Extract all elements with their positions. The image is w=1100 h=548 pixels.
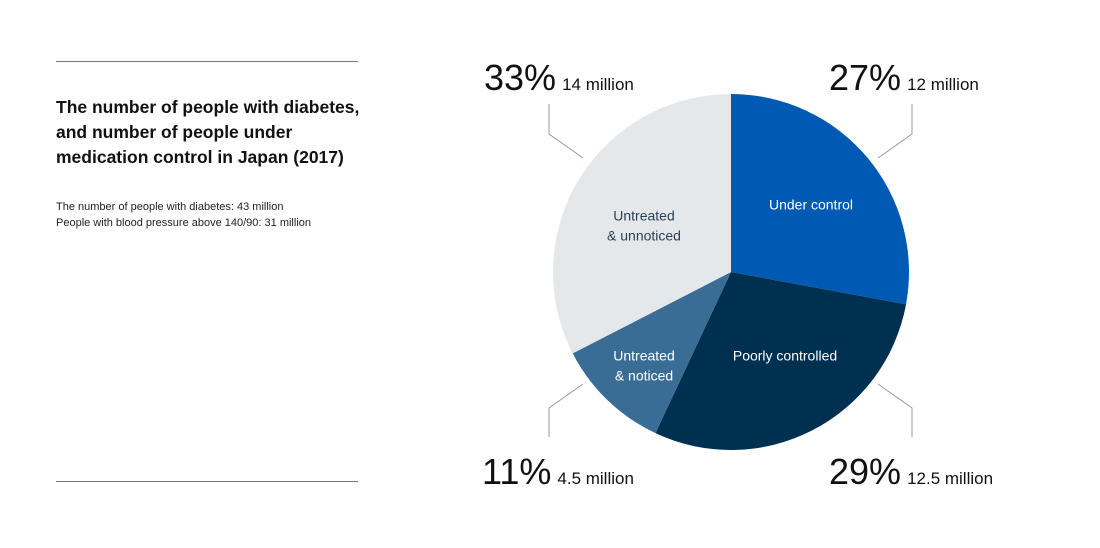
- slice-count-2: 4.5 million: [557, 469, 634, 488]
- note-diabetes-count: The number of people with diabetes: 43 m…: [56, 201, 284, 213]
- callout-line-3: [548, 104, 584, 159]
- slice-percent-2: 11%: [482, 451, 551, 492]
- pie-slice-2: [572, 272, 731, 434]
- slice-count-3: 14 million: [562, 75, 634, 94]
- notes: The number of people with diabetes: 43 m…: [56, 199, 376, 231]
- slice-percent-3: 33%: [484, 57, 556, 98]
- note-blood-pressure-count: People with blood pressure above 140/90:…: [56, 217, 311, 229]
- slice-label-2-line-0: Untreated: [613, 348, 674, 364]
- slice-label-1-line-0: Poorly controlled: [733, 348, 837, 364]
- slice-label-3-line-1: & unnoticed: [607, 228, 681, 244]
- chart-title: The number of people with diabetes, and …: [56, 97, 360, 167]
- bottom-divider: [56, 481, 358, 482]
- top-divider: [56, 61, 358, 62]
- slice-label-3-line-0: Untreated: [613, 208, 674, 224]
- slice-percent-0: 27%: [829, 57, 901, 98]
- pie-slice-3: [553, 93, 731, 354]
- pie-slice-1: [655, 272, 907, 450]
- slice-percent-1: 29%: [829, 451, 901, 492]
- slice-count-0: 12 million: [907, 75, 979, 94]
- slice-value-label-1: 29% 12.5 million: [829, 451, 993, 492]
- slice-value-label-0: 27% 12 million: [829, 57, 979, 98]
- callout-line-2: [548, 383, 584, 437]
- slice-value-label-2: 11% 4.5 million: [482, 451, 634, 492]
- callout-line-1: [877, 383, 913, 437]
- slice-label-2-line-1: & noticed: [615, 368, 673, 384]
- slice-value-label-3: 33% 14 million: [484, 57, 634, 98]
- slice-label-0-line-0: Under control: [769, 197, 853, 213]
- slice-count-1: 12.5 million: [907, 469, 993, 488]
- callout-line-0: [877, 104, 913, 159]
- pie-slice-0: [731, 94, 909, 305]
